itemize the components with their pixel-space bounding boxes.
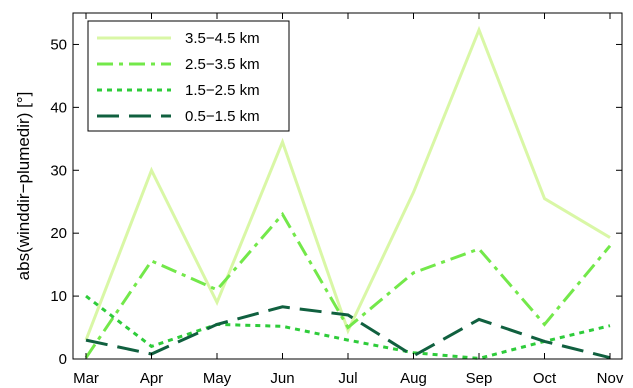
x-axis: Mar Apr May Jun Jul Aug Sep Oct Nov (73, 13, 624, 387)
x-tick-label: Jul (338, 370, 357, 387)
x-tick-label: Oct (533, 370, 557, 387)
y-tick-label: 10 (50, 288, 67, 305)
series-line-4 (85, 305, 611, 360)
legend-label-4: 0.5−1.5 km (185, 108, 260, 125)
series-line-3 (85, 294, 611, 360)
y-tick-label: 30 (50, 162, 67, 179)
x-tick-label: Sep (466, 370, 493, 387)
y-axis: 0 10 20 30 40 50 (50, 36, 622, 368)
x-tick-label: Mar (73, 370, 99, 387)
series-lines (84, 25, 612, 360)
x-tick-label: Nov (597, 370, 624, 387)
x-tick-label: May (203, 370, 232, 387)
legend-label-1: 3.5−4.5 km (185, 30, 260, 47)
y-tick-label: 50 (50, 36, 67, 53)
x-tick-label: Aug (400, 370, 427, 387)
series-line-2 (84, 211, 612, 359)
y-tick-label: 0 (59, 351, 67, 368)
y-tick-label: 20 (50, 225, 67, 242)
series-line-1 (84, 25, 611, 341)
x-tick-label: Jun (270, 370, 294, 387)
y-tick-label: 40 (50, 99, 67, 116)
legend: 3.5−4.5 km 2.5−3.5 km 1.5−2.5 km 0.5−1.5 km (87, 20, 290, 132)
x-tick-label: Apr (140, 370, 163, 387)
legend-label-3: 1.5−2.5 km (185, 82, 260, 99)
y-axis-label: abs(winddir−plumedir) [°] (14, 92, 33, 281)
legend-label-2: 2.5−3.5 km (185, 56, 260, 73)
